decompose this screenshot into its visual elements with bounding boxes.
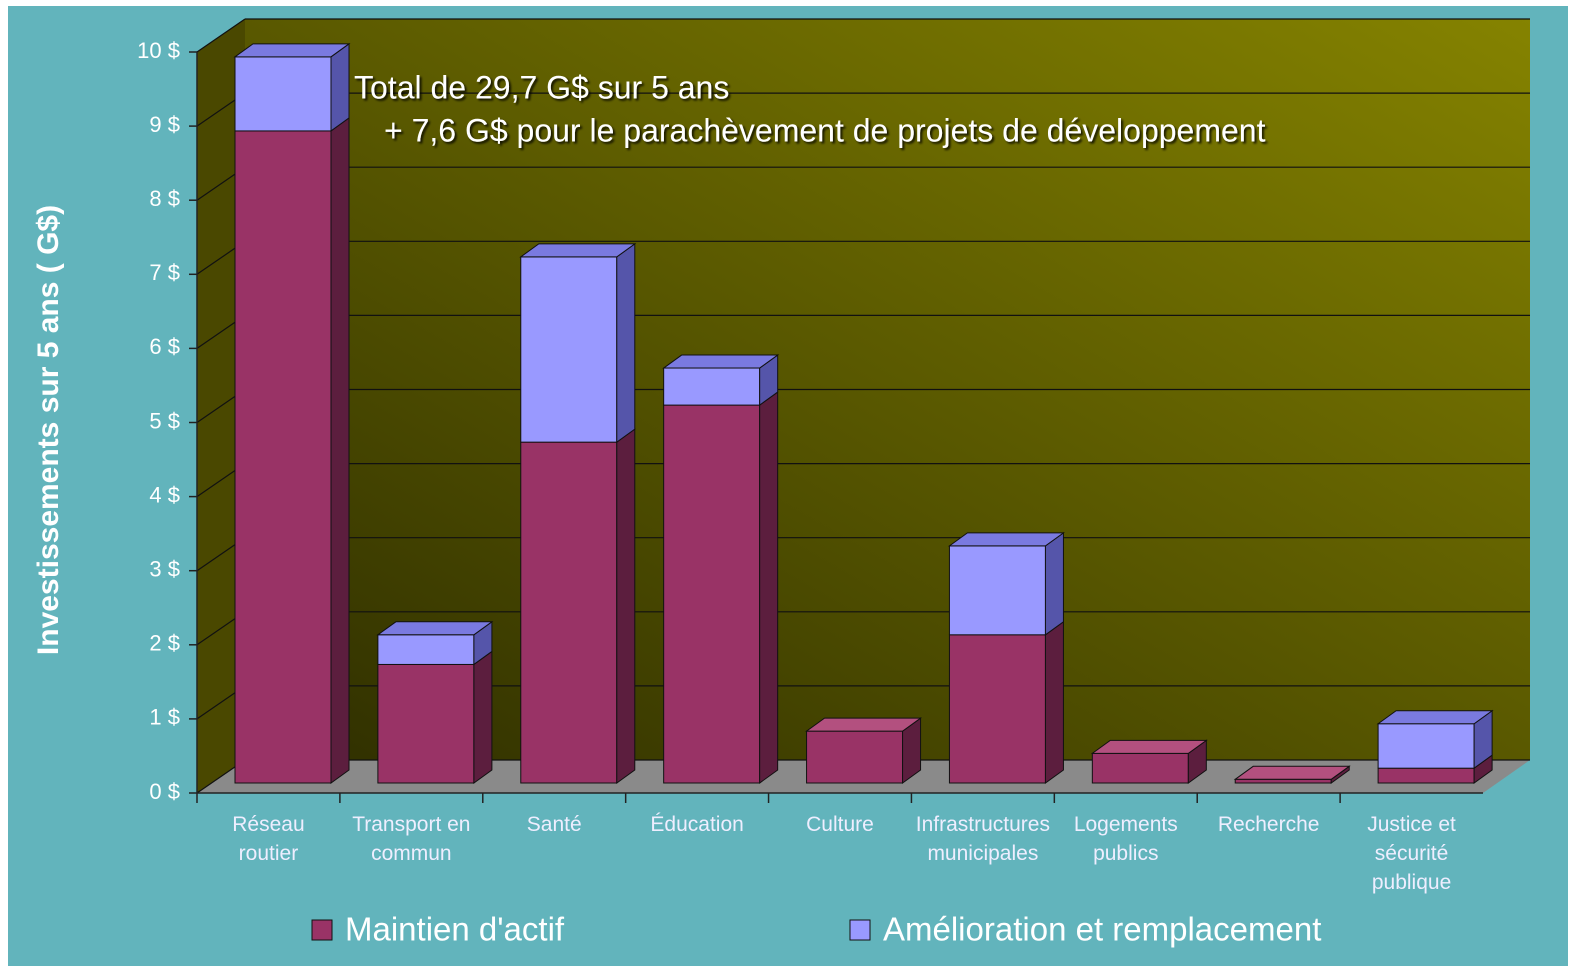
y-tick-label: 2 $ bbox=[149, 631, 180, 656]
x-tick-label-line: Transport en bbox=[352, 813, 470, 836]
x-tick-label-line: Santé bbox=[527, 813, 582, 836]
x-tick-label: Culture bbox=[806, 813, 874, 836]
annotation: + 7,6 G$ pour le parachèvement de projet… bbox=[384, 112, 1266, 148]
bar-side bbox=[330, 116, 350, 784]
x-tick-label: Transport en commun bbox=[352, 813, 470, 865]
bar-segment bbox=[1377, 723, 1475, 769]
x-tick-label: Éducation bbox=[650, 813, 743, 836]
bar-segment bbox=[520, 256, 618, 443]
x-tick-label-line: Recherche bbox=[1218, 813, 1320, 836]
x-tick-label: Infrastructures municipales bbox=[916, 813, 1050, 865]
bar-top bbox=[947, 532, 1065, 547]
bar-segment bbox=[1377, 767, 1475, 784]
bar-side bbox=[616, 242, 636, 444]
y-tick-label: 6 $ bbox=[149, 334, 180, 359]
bar-top bbox=[376, 621, 494, 636]
bar-segment bbox=[377, 663, 475, 784]
bar-segment bbox=[806, 730, 904, 784]
x-tick-label: Réseau routier bbox=[232, 813, 304, 865]
x-tick-label-line: sécurité bbox=[1375, 842, 1449, 865]
y-tick-label: 7 $ bbox=[149, 260, 180, 285]
x-tick-label-line: commun bbox=[371, 842, 452, 865]
bar-top bbox=[519, 243, 637, 258]
bar-segment bbox=[663, 367, 761, 406]
x-tick-label-line: Éducation bbox=[650, 813, 743, 836]
y-tick-label: 4 $ bbox=[149, 482, 180, 507]
x-tick-label-line: municipales bbox=[927, 842, 1038, 865]
bar-top bbox=[1376, 710, 1494, 725]
bar-side bbox=[616, 428, 636, 784]
x-tick-label-line: Infrastructures bbox=[916, 813, 1050, 836]
bar-segment bbox=[663, 404, 761, 784]
y-tick-label: 5 $ bbox=[149, 408, 180, 433]
x-tick-label-line: Logements bbox=[1074, 813, 1178, 836]
y-tick-label: 3 $ bbox=[149, 557, 180, 582]
x-tick-label-line: Culture bbox=[806, 813, 874, 836]
bar-segment bbox=[234, 130, 332, 784]
bar-side bbox=[473, 650, 493, 784]
annotation: Total de 29,7 G$ sur 5 ans bbox=[354, 69, 729, 105]
bar-top bbox=[233, 43, 351, 58]
legend-swatch bbox=[311, 919, 333, 941]
y-axis-label: Investissements sur 5 ans ( G$) bbox=[32, 205, 65, 655]
x-tick-label-line: routier bbox=[239, 842, 299, 865]
x-tick-label-line: publics bbox=[1093, 842, 1158, 865]
bar-segment bbox=[948, 545, 1046, 636]
bar-segment bbox=[377, 634, 475, 665]
y-tick-label: 0 $ bbox=[149, 779, 180, 804]
bar-side bbox=[1044, 531, 1064, 636]
legend-label: Maintien d'actif bbox=[345, 911, 565, 948]
bar-side bbox=[1044, 620, 1064, 784]
y-tick-label: 9 $ bbox=[149, 112, 180, 137]
bar-segment bbox=[520, 441, 618, 784]
grid-line bbox=[196, 18, 246, 53]
x-tick-label-line: Justice et bbox=[1367, 813, 1456, 836]
x-tick-label: Logements publics bbox=[1074, 813, 1178, 865]
bar-segment bbox=[1234, 778, 1332, 784]
bar-top bbox=[805, 717, 923, 732]
bar-top bbox=[1090, 739, 1208, 754]
x-tick-label-line: Réseau bbox=[232, 813, 304, 836]
legend-swatch bbox=[849, 919, 871, 941]
bar-segment bbox=[234, 56, 332, 132]
y-tick-label: 1 $ bbox=[149, 705, 180, 730]
bar-top bbox=[662, 354, 780, 369]
bar-segment bbox=[1091, 752, 1189, 784]
bar-side bbox=[330, 42, 350, 132]
x-tick-label: Santé bbox=[527, 813, 582, 836]
x-tick-label: Recherche bbox=[1218, 813, 1320, 836]
x-tick-label-line: publique bbox=[1372, 871, 1451, 894]
bar-segment bbox=[948, 634, 1046, 784]
x-tick-label: Justice et sécurité publique bbox=[1367, 813, 1456, 894]
y-tick-label: 10 $ bbox=[137, 38, 180, 63]
bar-side bbox=[759, 391, 779, 784]
bar-top bbox=[1233, 765, 1351, 780]
y-tick-label: 8 $ bbox=[149, 186, 180, 211]
legend-label: Amélioration et remplacement bbox=[883, 911, 1321, 948]
